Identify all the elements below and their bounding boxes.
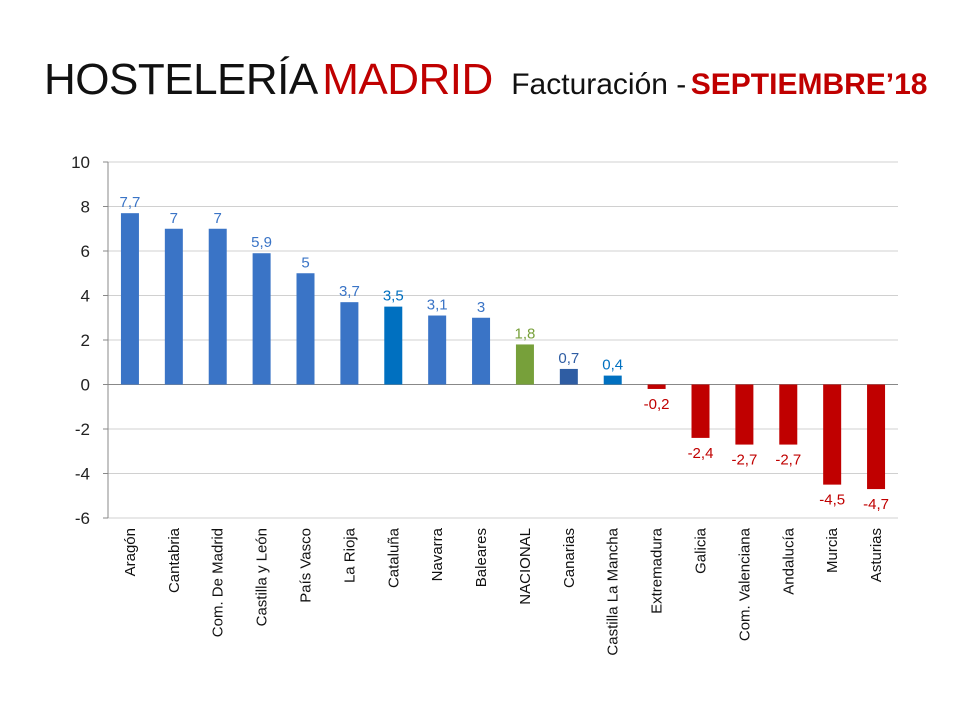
y-axis-ticks: 10 8 6 4 2 0 -2 -4 -6 — [71, 153, 90, 528]
data-label: 7 — [214, 210, 222, 227]
title-madrid: MADRID — [322, 55, 493, 104]
category-labels: Aragón Cantabria Com. De Madrid Castilla y … — [122, 527, 885, 655]
bar-7 — [428, 315, 447, 385]
category-label: Navarra — [429, 527, 446, 581]
bar-0 — [120, 213, 139, 385]
bar-3 — [252, 253, 271, 385]
bar-8 — [472, 317, 491, 385]
category-label: Extremadura — [649, 527, 666, 614]
category-label: Galicia — [693, 527, 710, 574]
data-label: -2,7 — [731, 452, 757, 469]
category-label: País Vasco — [298, 528, 315, 603]
category-label: Castilla La Mancha — [605, 527, 622, 655]
y-tick-label: -6 — [75, 509, 90, 528]
category-label: Murcia — [824, 527, 841, 573]
data-label: -0,2 — [644, 396, 670, 413]
grid-lines — [103, 161, 898, 519]
y-tick-label: 8 — [81, 198, 90, 217]
y-tick-label: 6 — [81, 242, 90, 261]
data-label: 1,8 — [515, 325, 536, 342]
data-label: 3,1 — [427, 297, 448, 314]
data-label: 5,9 — [251, 234, 272, 251]
bar-16 — [823, 384, 842, 485]
data-label: 7 — [170, 210, 178, 227]
data-label: 0,4 — [602, 357, 623, 374]
category-label: Asturias — [868, 528, 885, 582]
y-tick-label: 2 — [81, 331, 90, 350]
data-label: 3 — [477, 299, 485, 316]
bar-9 — [515, 344, 534, 385]
category-label: Canarias — [561, 528, 578, 588]
bar-17 — [867, 384, 886, 490]
y-tick-label: -2 — [75, 420, 90, 439]
data-label: -4,5 — [819, 492, 845, 509]
data-label: -2,4 — [688, 445, 714, 462]
data-label: 0,7 — [558, 350, 579, 367]
bar-15 — [779, 384, 798, 445]
data-label: -4,7 — [863, 496, 889, 513]
category-label: Castilla y León — [254, 528, 271, 626]
category-label: NACIONAL — [517, 528, 534, 605]
bar-13 — [691, 384, 710, 438]
data-label: 7,7 — [120, 194, 141, 211]
bar-6 — [384, 306, 403, 385]
bar-14 — [735, 384, 754, 445]
data-label: 3,7 — [339, 283, 360, 300]
data-label: -2,7 — [775, 452, 801, 469]
category-label: Aragón — [122, 528, 139, 576]
title-facturacion: Facturación - — [511, 68, 687, 101]
y-tick-label: 10 — [71, 153, 90, 172]
category-label: Com. De Madrid — [210, 528, 227, 637]
bar-11 — [603, 375, 622, 385]
page-title: HOSTELERÍA MADRID Facturación - SEPTIEMB… — [44, 58, 927, 102]
bar-1 — [164, 228, 183, 385]
data-label: 3,5 — [383, 288, 404, 305]
title-month: SEPTIEMBRE’18 — [690, 68, 928, 101]
y-tick-label: 4 — [81, 287, 90, 306]
category-label: Cataluña — [385, 527, 402, 588]
y-tick-label: 0 — [81, 376, 90, 395]
bar-12 — [647, 384, 666, 389]
bar-5 — [340, 302, 359, 385]
data-label: 5 — [301, 254, 309, 271]
data-labels: 7,7 7 7 5,9 5 3,7 3,5 3,1 3 1,8 0,7 0,4 -0,2 -2,4 -2,7… — [120, 194, 889, 513]
bars — [120, 213, 886, 490]
bar-10 — [559, 368, 578, 385]
title-hosteleria: HOSTELERÍA — [44, 55, 318, 104]
category-label: Andalucía — [780, 527, 797, 594]
bar-4 — [296, 273, 315, 385]
category-label: La Rioja — [341, 527, 358, 583]
category-label: Cantabria — [166, 527, 183, 593]
category-label: Com. Valenciana — [736, 527, 753, 641]
bar-2 — [208, 228, 227, 385]
category-label: Baleares — [473, 528, 490, 587]
y-tick-label: -4 — [75, 465, 90, 484]
